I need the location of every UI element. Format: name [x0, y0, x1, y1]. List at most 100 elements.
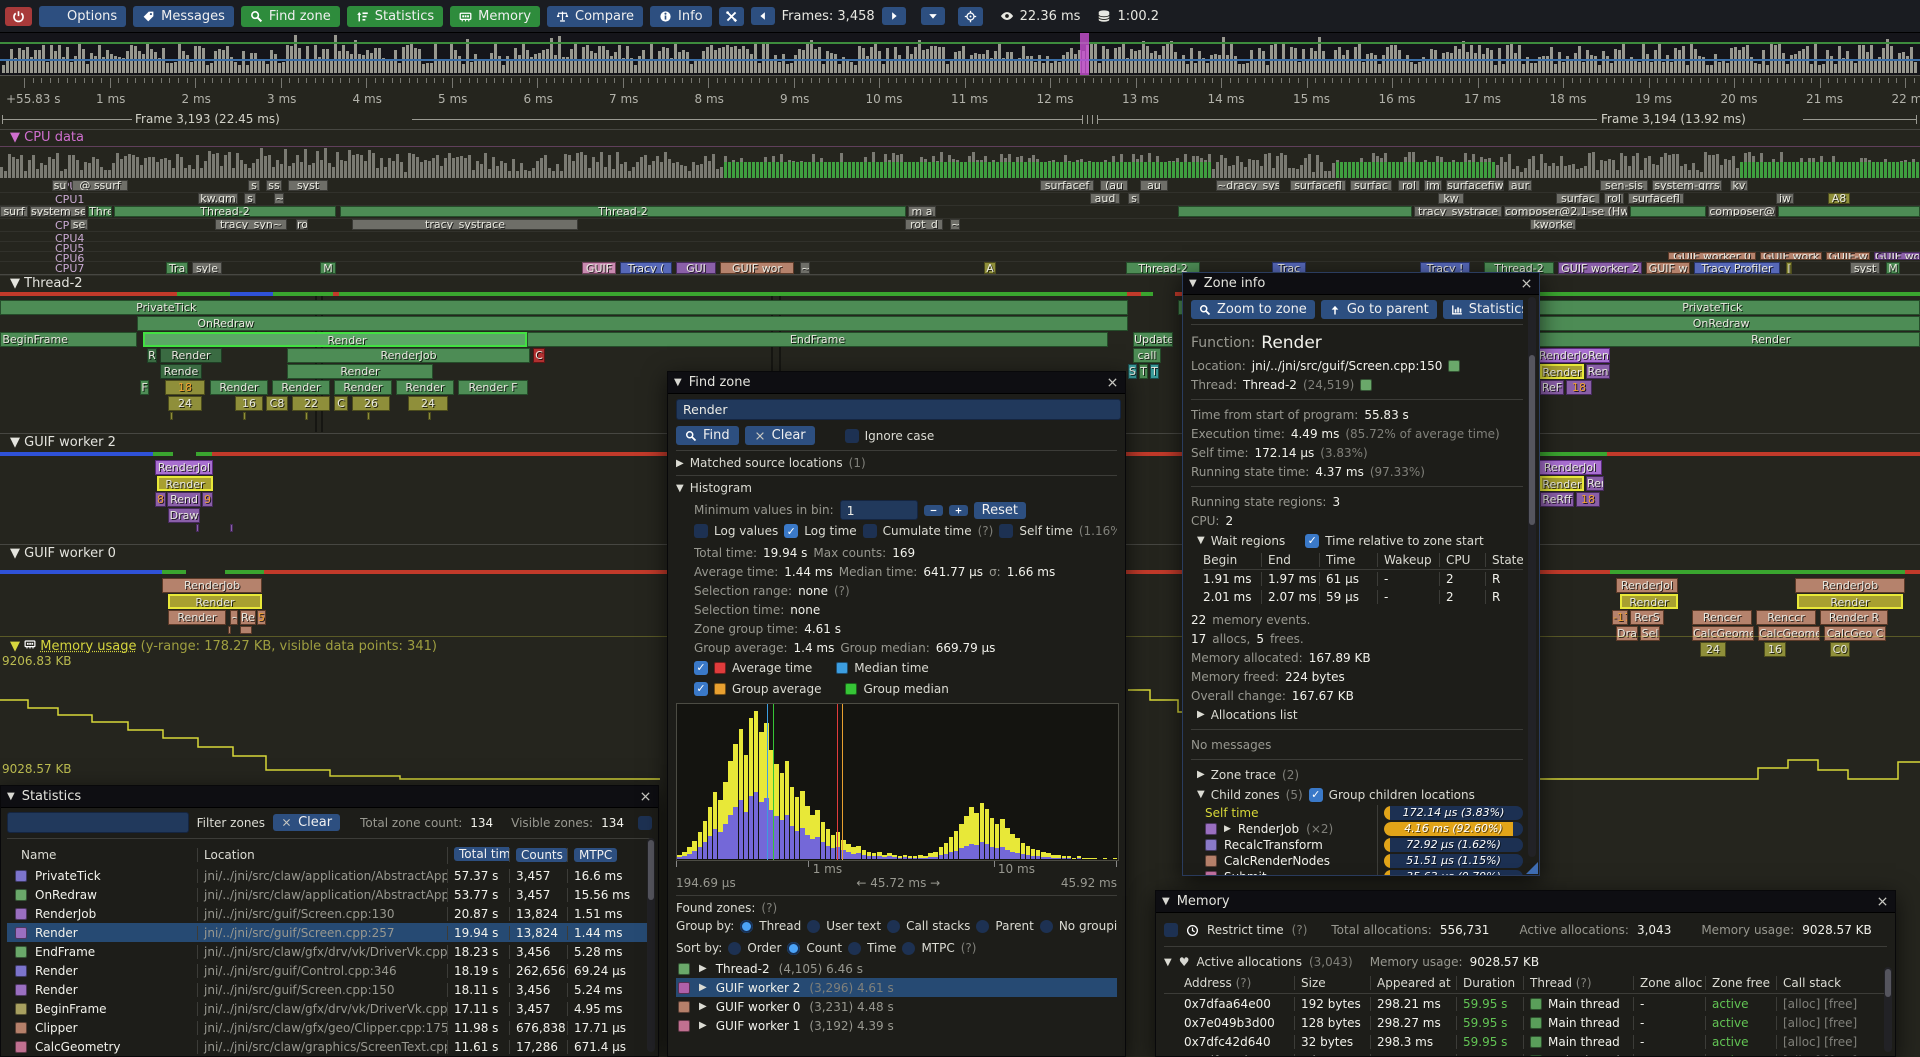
goto-frame-button[interactable]: [957, 6, 983, 26]
cpu-zone[interactable]: ~: [950, 219, 960, 230]
cpu-zone[interactable]: ss: [266, 180, 282, 191]
cpu-zone[interactable]: tracy_systrace: [1414, 206, 1502, 217]
timeline-zone[interactable]: RenderJol: [1616, 578, 1678, 593]
statistics-row[interactable]: CalcGeometry jni/../jni/src/claw/graphics…: [7, 1037, 652, 1056]
clear-filter-button[interactable]: Clear: [273, 814, 341, 831]
prev-frame-button[interactable]: [750, 7, 775, 25]
matched-source-locations[interactable]: ▶ Matched source locations (1): [676, 456, 866, 470]
timeline-zone[interactable]: Render: [160, 348, 222, 363]
cpu-zone[interactable]: Tracy Profiler: [1694, 262, 1780, 274]
timeline-zone[interactable]: C0: [1830, 642, 1850, 657]
timeline-zone[interactable]: Renccr: [1756, 610, 1816, 625]
timeline-zone[interactable]: [240, 626, 252, 634]
timeline-zone[interactable]: 5: [257, 610, 266, 625]
group-by-option[interactable]: No grouping: [1058, 919, 1117, 933]
timeline-zone[interactable]: C8: [266, 396, 288, 411]
timeline-zone[interactable]: 16: [235, 396, 263, 411]
ignore-case-checkbox[interactable]: [844, 428, 859, 443]
zoom-to-zone-button[interactable]: Zoom to zone: [1191, 300, 1315, 319]
timeline-zone[interactable]: RenderJol: [155, 460, 213, 475]
cpu-zone[interactable]: system-grrs: [1652, 180, 1722, 191]
log-time-checkbox[interactable]: ✓: [784, 524, 799, 538]
child-zone-row[interactable]: Submit35.63 µs (0.79%): [1191, 869, 1523, 875]
statistics-scrollbar[interactable]: [647, 838, 655, 1052]
cpu-zone[interactable]: |: [1786, 262, 1792, 274]
sort-by-option[interactable]: Order: [747, 941, 782, 955]
group-by-option[interactable]: Call stacks: [906, 919, 971, 933]
cpu-zone[interactable]: ~dracy_sys: [1216, 180, 1280, 191]
frame-label-left[interactable]: Frame 3,193 (22.45 ms): [135, 112, 280, 126]
timeline-zone[interactable]: RenderJob: [287, 348, 530, 363]
statistics-row[interactable]: EndFrame jni/../jni/src/claw/gfx/drv/vk/D…: [7, 942, 652, 961]
thread-header[interactable]: ▼ GUIF worker 0: [10, 546, 116, 561]
find-zone-histogram[interactable]: [676, 703, 1119, 861]
cpu-zone[interactable]: GUIF wor: [720, 262, 794, 274]
legend-checkbox[interactable]: ✓: [694, 660, 708, 675]
frames-row[interactable]: Frame 3,193 (22.45 ms) Frame 3,194 (13.92…: [0, 111, 1920, 127]
cpu-zone[interactable]: ~: [800, 262, 810, 274]
cpu-zone[interactable]: M: [320, 262, 336, 274]
cpu-zone[interactable]: Thre: [88, 206, 112, 217]
timeline-zone[interactable]: 9: [202, 492, 213, 507]
cpu-zone[interactable]: au: [1140, 180, 1168, 191]
sort-by-option[interactable]: Count: [806, 941, 843, 955]
timeline-zone[interactable]: S: [1128, 364, 1137, 379]
cpu-zone[interactable]: Thread-2: [114, 206, 336, 217]
cpu-zone[interactable]: Tra: [166, 262, 188, 274]
timeline-zone[interactable]: RenderJoRend: [1538, 348, 1610, 363]
statistics-button[interactable]: Statistics: [346, 5, 444, 27]
cpu-zone[interactable]: m a: [908, 206, 936, 217]
timeline-zone[interactable]: ReF: [1540, 380, 1564, 395]
clear-button[interactable]: Clear: [744, 426, 815, 445]
timeline-zone[interactable]: 24: [408, 396, 448, 411]
timeline-zone[interactable]: Render: [1540, 476, 1584, 491]
cpu-zone[interactable]: aur: [1508, 180, 1532, 191]
cpu-zone[interactable]: kv: [1730, 180, 1748, 191]
timeline-zone[interactable]: 22: [292, 396, 330, 411]
timeline-zone[interactable]: Render: [168, 610, 226, 625]
memory-titlebar[interactable]: ▼ Memory: [1156, 891, 1895, 913]
cpu-zone[interactable]: iw: [1776, 193, 1794, 204]
frame-dropdown-button[interactable]: [920, 7, 945, 25]
timeline-zone[interactable]: Dra: [1616, 626, 1638, 641]
cpu-zone[interactable]: syle: [192, 262, 222, 274]
cpu-zone[interactable]: surfacefl: [1290, 180, 1346, 191]
cpu-zone[interactable]: GUIF: [582, 262, 616, 274]
statistics-row[interactable]: Render jni/../jni/src/guif/Screen.cpp:150…: [7, 980, 652, 999]
zone-statistics-button[interactable]: Statistics: [1442, 300, 1523, 319]
cpu-zone[interactable]: M: [1886, 262, 1900, 274]
group-by-radio[interactable]: [976, 919, 990, 933]
timeline-zone[interactable]: Sel: [1640, 626, 1660, 641]
cpu-zone[interactable]: im: [1424, 180, 1442, 191]
sort-counts-button[interactable]: Counts: [516, 848, 567, 862]
compare-button[interactable]: Compare: [547, 5, 644, 27]
memory-scrollbar[interactable]: [1884, 967, 1892, 1052]
timeline-zone[interactable]: Ren: [1586, 476, 1604, 491]
cpu-zone[interactable]: Tracy (: [620, 262, 672, 274]
cpu-zone[interactable]: A8: [1828, 193, 1850, 204]
cpu-zone[interactable]: GUIF-w: [1826, 252, 1870, 260]
timeline-zone[interactable]: Render: [157, 476, 213, 491]
cpu-zone[interactable]: rol: [1398, 180, 1420, 191]
found-zone-group[interactable]: ▶ GUIF worker 1 (3,192) 4.39 s: [676, 1016, 1117, 1035]
allocation-row[interactable]: 0x7dfaa64e00 192 bytes 298.21 ms 59.95 s Mai…: [1164, 994, 1887, 1013]
allocation-row[interactable]: 0x7e049b3d00 128 bytes 298.27 ms 59.95 s Mai…: [1164, 1013, 1887, 1032]
timeline-zone[interactable]: 8: [155, 492, 166, 507]
info-button[interactable]: Info: [650, 5, 712, 27]
child-zones-header[interactable]: ▼ Child zones (5) ✓ Group children locations: [1197, 787, 1475, 802]
timeline-zone[interactable]: Render: [168, 594, 262, 609]
cpu-zone[interactable]: Thread-2: [1126, 262, 1200, 274]
cpu-zone[interactable]: kw.gm: [198, 193, 238, 204]
log-values-checkbox[interactable]: [694, 524, 708, 538]
group-by-radio[interactable]: [1039, 919, 1053, 933]
timeline-zone[interactable]: Render: [272, 380, 330, 395]
timeline-zone[interactable]: Render: [143, 332, 527, 347]
group-by-radio[interactable]: [807, 919, 821, 933]
col-name[interactable]: Name: [21, 848, 57, 862]
cpu-zone[interactable]: A: [984, 262, 996, 274]
timeline-zone[interactable]: R: [147, 348, 157, 363]
zone-info-titlebar[interactable]: ▼ Zone info: [1183, 273, 1539, 295]
statistics-titlebar[interactable]: ▼ Statistics: [1, 786, 658, 808]
cpu-zone[interactable]: surf: [0, 206, 28, 217]
cpu-zone[interactable]: syst: [1850, 262, 1880, 274]
